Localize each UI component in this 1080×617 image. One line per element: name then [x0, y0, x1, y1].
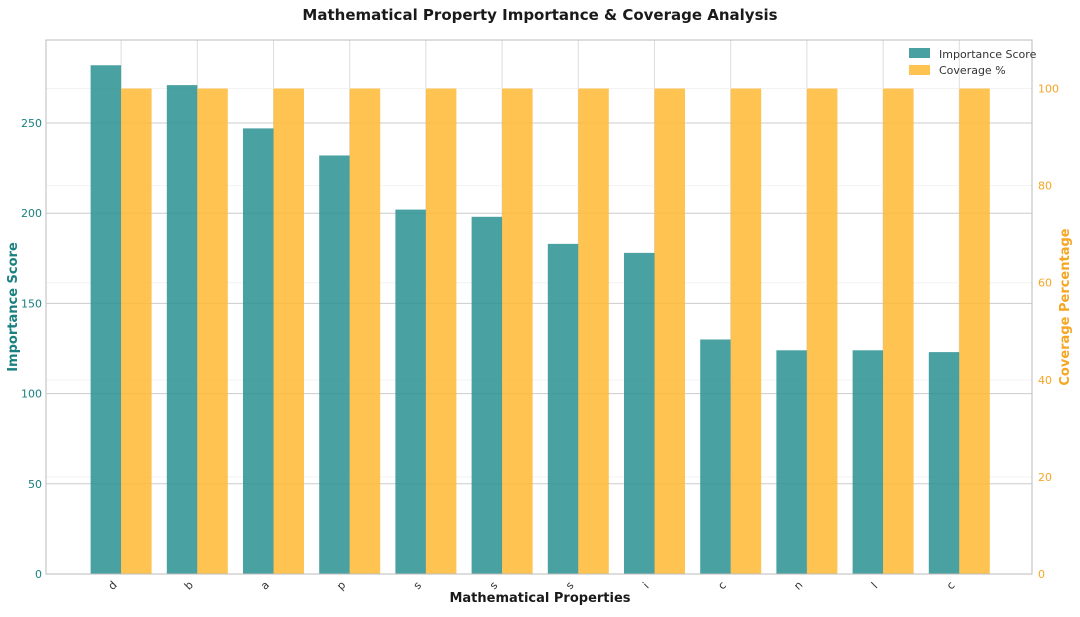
y-axis-label: Importance Score [6, 242, 21, 372]
importance-bar [471, 216, 503, 574]
coverage-bar [121, 88, 152, 574]
y-tick-label: 200 [21, 207, 42, 220]
importance-bar [700, 339, 731, 574]
x-tick-label: c [715, 579, 728, 592]
plot-frame [45, 39, 1033, 575]
y2-tick-label: 0 [1038, 568, 1045, 581]
x-tick-label: p [334, 578, 348, 592]
coverage-bar [959, 88, 990, 574]
y-tick-label: 0 [35, 568, 42, 581]
legend-label-coverage: Coverage % [939, 64, 1006, 77]
importance-bar [852, 350, 884, 574]
chart-title: Mathematical Property Importance & Cover… [302, 6, 777, 24]
importance-bar [90, 65, 122, 574]
legend-label-importance: Importance Score [939, 48, 1037, 61]
importance-bar [395, 209, 426, 574]
coverage-bar [197, 88, 228, 574]
coverage-bar [349, 88, 381, 574]
y2-axis-label: Coverage Percentage [1058, 228, 1073, 385]
importance-bar [928, 352, 960, 574]
importance-bar [319, 155, 350, 574]
coverage-bar [502, 88, 533, 574]
y-tick-label: 150 [21, 297, 42, 310]
x-tick-label: n [791, 578, 805, 592]
coverage-bar [806, 88, 838, 574]
x-tick-label: s [411, 579, 424, 592]
legend-swatch-importance [909, 48, 930, 58]
y2-tick-label: 40 [1038, 374, 1052, 387]
coverage-bar [883, 88, 914, 574]
x-axis-label: Mathematical Properties [449, 591, 630, 606]
y2-tick-label: 60 [1038, 277, 1052, 290]
coverage-bar [654, 88, 685, 574]
y-tick-label: 250 [21, 117, 42, 130]
legend-swatch-coverage [909, 65, 930, 75]
coverage-bar [730, 88, 762, 574]
legend: Importance Score Coverage % [909, 48, 1037, 77]
coverage-bar [273, 88, 304, 574]
x-tick-label: a [258, 579, 272, 593]
coverage-bar [425, 88, 457, 574]
importance-bar [776, 350, 807, 574]
bars-layer [90, 65, 990, 575]
x-tick-label: l [869, 580, 880, 591]
importance-bar [243, 128, 274, 574]
coverage-bar [578, 88, 609, 574]
x-tick-label: c [944, 579, 957, 592]
y-tick-label: 50 [28, 478, 42, 491]
y2-tick-label: 100 [1038, 83, 1059, 96]
y2-tick-label: 20 [1038, 471, 1052, 484]
importance-bar [624, 252, 655, 575]
x-tick-label: b [182, 578, 196, 592]
importance-bar [166, 85, 198, 574]
importance-bar [547, 243, 579, 575]
x-tick-label: d [106, 578, 120, 592]
y-tick-label: 100 [21, 388, 42, 401]
x-tick-label: i [640, 580, 651, 591]
right-axis-ticks: 0 20 40 60 80 100 [1038, 83, 1059, 581]
left-axis-ticks: 0 50 100 150 200 250 [21, 117, 42, 581]
y2-tick-label: 80 [1038, 180, 1052, 193]
